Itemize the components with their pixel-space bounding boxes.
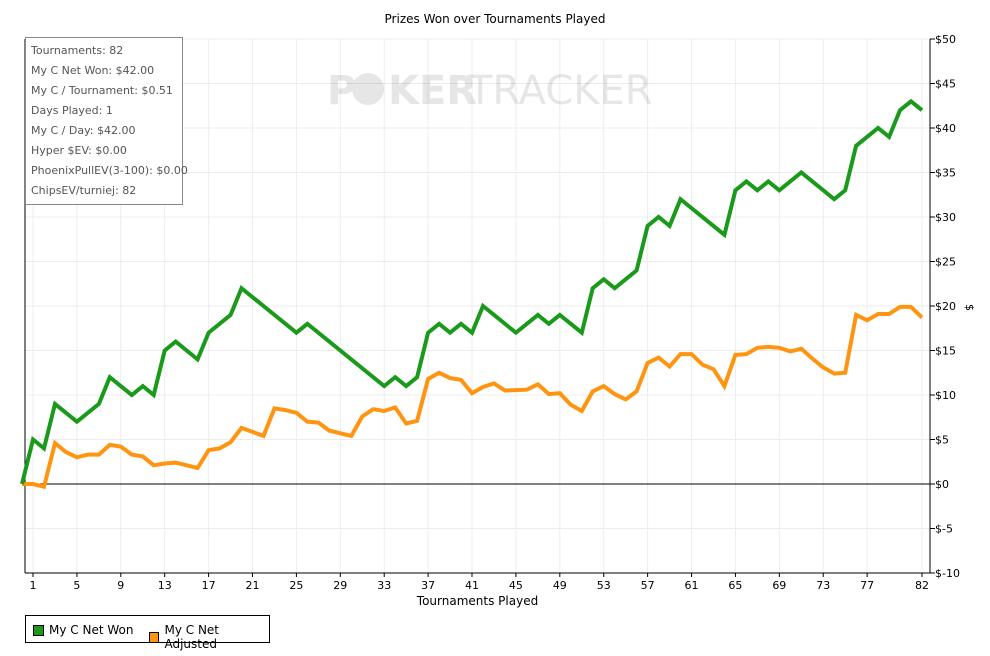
legend-swatch xyxy=(149,631,160,643)
legend: My C Net Won My C Net Adjusted xyxy=(25,615,270,651)
x-tick-label: 33 xyxy=(377,579,391,592)
x-tick-label: 29 xyxy=(333,579,347,592)
x-tick-label: 41 xyxy=(465,579,479,592)
x-tick-label: 77 xyxy=(860,579,874,592)
y-tick-label: $35 xyxy=(935,167,956,180)
x-tick-label: 1 xyxy=(30,579,37,592)
pokertracker-watermark: P KER TRACKER xyxy=(327,68,653,114)
y-tick-label: $-5 xyxy=(935,523,953,536)
x-tick-label: 53 xyxy=(597,579,611,592)
stats-hyper-ev: Hyper $EV: $0.00 xyxy=(31,144,127,157)
series-layer xyxy=(20,98,924,490)
stats-phoenix-ev: PhoenixPullEV(3-100): $0.00 xyxy=(31,164,188,177)
x-tick-label: 61 xyxy=(685,579,699,592)
x-tick-label: 25 xyxy=(289,579,303,592)
y-tick-label: $-10 xyxy=(935,567,960,580)
series-line-net-adjusted xyxy=(22,304,924,490)
x-tick-label: 69 xyxy=(772,579,786,592)
x-tick-label: 13 xyxy=(158,579,172,592)
stats-box: Tournaments: 82 My C Net Won: $42.00 My … xyxy=(25,37,188,205)
y-tick-label: $0 xyxy=(935,478,949,491)
y-tick-label: $40 xyxy=(935,122,956,135)
y-axis-label: $ xyxy=(963,304,976,311)
x-axis-label: Tournaments Played xyxy=(416,594,539,608)
stats-chips-ev: ChipsEV/turniej: 82 xyxy=(31,184,137,197)
x-tick-label: 37 xyxy=(421,579,435,592)
x-tick-label: 21 xyxy=(246,579,260,592)
x-tick-label: 45 xyxy=(509,579,523,592)
y-tick-label: $30 xyxy=(935,211,956,224)
legend-label: My C Net Adjusted xyxy=(164,623,220,651)
legend-item-net-won[interactable]: My C Net Won xyxy=(33,623,133,637)
y-tick-label: $10 xyxy=(935,389,956,402)
y-tick-label: $25 xyxy=(935,256,956,269)
legend-item-net-adjusted[interactable]: My C Net Adjusted xyxy=(149,623,269,651)
x-tick-label: 82 xyxy=(915,579,929,592)
stats-days-played: Days Played: 1 xyxy=(31,104,113,117)
y-tick-label: $20 xyxy=(935,300,956,313)
legend-swatch xyxy=(33,624,44,636)
stats-per-day: My C / Day: $42.00 xyxy=(31,124,136,137)
chart-title: Prizes Won over Tournaments Played xyxy=(384,12,606,26)
legend-label: My C Net Won xyxy=(49,623,134,637)
stats-tournaments: Tournaments: 82 xyxy=(31,44,124,57)
stats-net-won: My C Net Won: $42.00 xyxy=(31,64,155,77)
x-tick-label: 9 xyxy=(117,579,124,592)
watermark-text: TRACKER xyxy=(467,68,653,114)
series-line-net-won xyxy=(20,98,924,485)
x-tick-label: 65 xyxy=(728,579,742,592)
stats-per-tournament: My C / Tournament: $0.51 xyxy=(31,84,173,97)
y-tick-label: $5 xyxy=(935,434,949,447)
watermark-chip-icon xyxy=(352,73,384,105)
y-tick-label: $50 xyxy=(935,33,956,46)
x-tick-label: 73 xyxy=(816,579,830,592)
x-tick-label: 17 xyxy=(202,579,216,592)
x-tick-label: 5 xyxy=(73,579,80,592)
watermark-text: KER xyxy=(388,68,477,114)
x-tick-label: 57 xyxy=(641,579,655,592)
watermark-text: P xyxy=(327,68,356,114)
y-tick-label: $45 xyxy=(935,78,956,91)
y-tick-label: $15 xyxy=(935,345,956,358)
x-tick-label: 49 xyxy=(553,579,567,592)
